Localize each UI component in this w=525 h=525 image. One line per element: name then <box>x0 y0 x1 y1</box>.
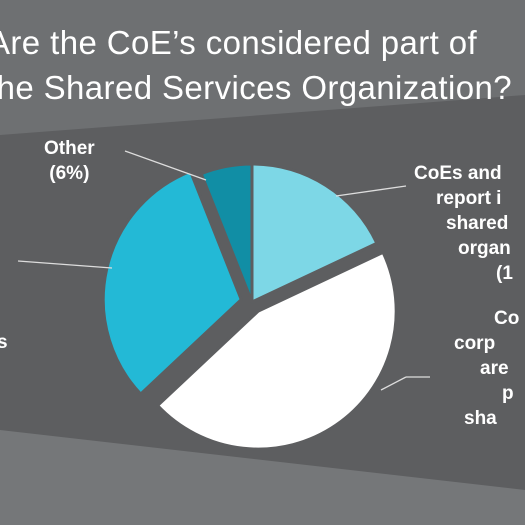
leader-lines <box>17 150 430 391</box>
label-corporate: Co corp are p sha <box>432 306 525 431</box>
label-other-name: Other <box>44 138 95 159</box>
pie-slice-corporate <box>156 250 398 451</box>
chart-title-line-1: Are the CoE’s considered part of <box>0 24 478 61</box>
label-report-line-2: report i <box>436 188 502 209</box>
chart-title-line-2: the Shared Services Organization? <box>0 69 512 106</box>
pie-slice-report <box>250 162 379 304</box>
label-separate-fragment: s <box>0 332 8 353</box>
label-corporate-line-4: p <box>502 383 514 404</box>
label-corporate-line-3: are <box>480 358 509 379</box>
leader-line-separate <box>17 260 113 269</box>
label-corporate-line-2: corp <box>454 333 496 354</box>
label-other-pct: (6%) <box>49 163 90 184</box>
leader-line-report <box>335 185 407 197</box>
background-bottom-band <box>0 430 525 525</box>
label-report-line-4: organ <box>458 238 511 259</box>
pie-slice-other <box>199 162 254 304</box>
label-report-line-3: shared <box>446 213 509 234</box>
leader-line-corporate <box>380 376 407 391</box>
pie-slices <box>101 162 398 451</box>
label-report-line-1: CoEs and <box>414 163 502 184</box>
label-report-line-5: (1 <box>496 263 513 284</box>
background-light-band <box>0 0 525 135</box>
leader-line-other <box>124 150 207 181</box>
label-corporate-line-1: Co <box>494 308 520 329</box>
pie-slice-separate <box>101 169 243 396</box>
label-other: Other (6%) <box>44 136 95 186</box>
label-report: CoEs and report i shared organ (1 <box>414 161 525 286</box>
label-corporate-line-5: sha <box>464 408 497 429</box>
